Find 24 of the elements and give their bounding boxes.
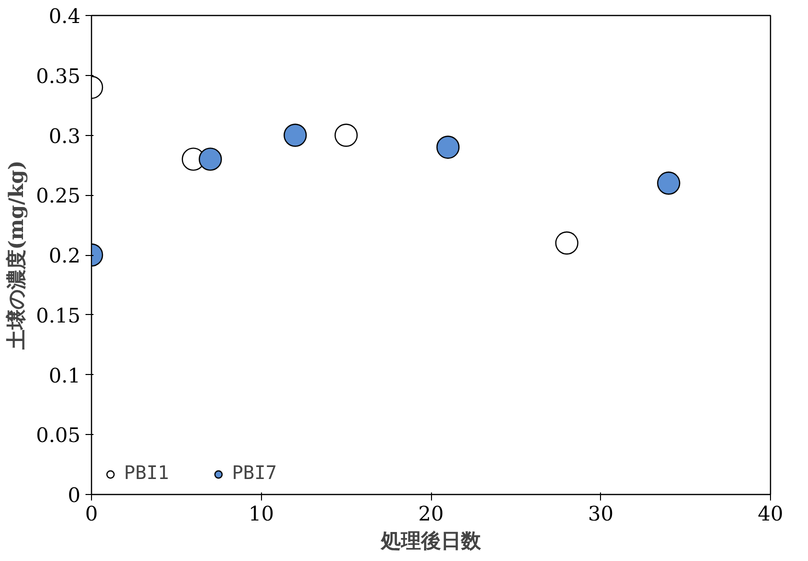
x-axis-title: 処理後日数 — [380, 528, 482, 552]
y-tick-label: 0.3 — [48, 124, 81, 148]
x-tick-label: 20 — [418, 502, 444, 526]
point — [436, 136, 460, 159]
y-tick-label: 0.2 — [48, 244, 81, 268]
point — [198, 148, 222, 171]
y-tick-label: 0.1 — [48, 363, 81, 388]
y-tick-label: 0.05 — [36, 423, 80, 448]
point — [284, 124, 307, 147]
point — [334, 124, 358, 147]
x-tick-label: 0 — [85, 502, 98, 526]
y-tick-label: 0.4 — [48, 4, 81, 28]
legend-label: PBI7 — [232, 463, 277, 484]
y-tick-label: 0.15 — [36, 303, 80, 328]
x-tick-label: 10 — [248, 502, 274, 526]
x-tick-label: 30 — [588, 502, 614, 526]
y-tick-label: 0.25 — [36, 184, 80, 208]
point — [555, 231, 578, 255]
x-tick-label: 40 — [758, 502, 784, 526]
legend-label: PBI1 — [124, 463, 169, 484]
y-tick-label: 0 — [68, 483, 81, 507]
y-axis-title: 土壌の濃度(mg/kg) — [4, 160, 28, 351]
y-tick-label: 0.35 — [36, 64, 80, 88]
point — [657, 172, 680, 195]
